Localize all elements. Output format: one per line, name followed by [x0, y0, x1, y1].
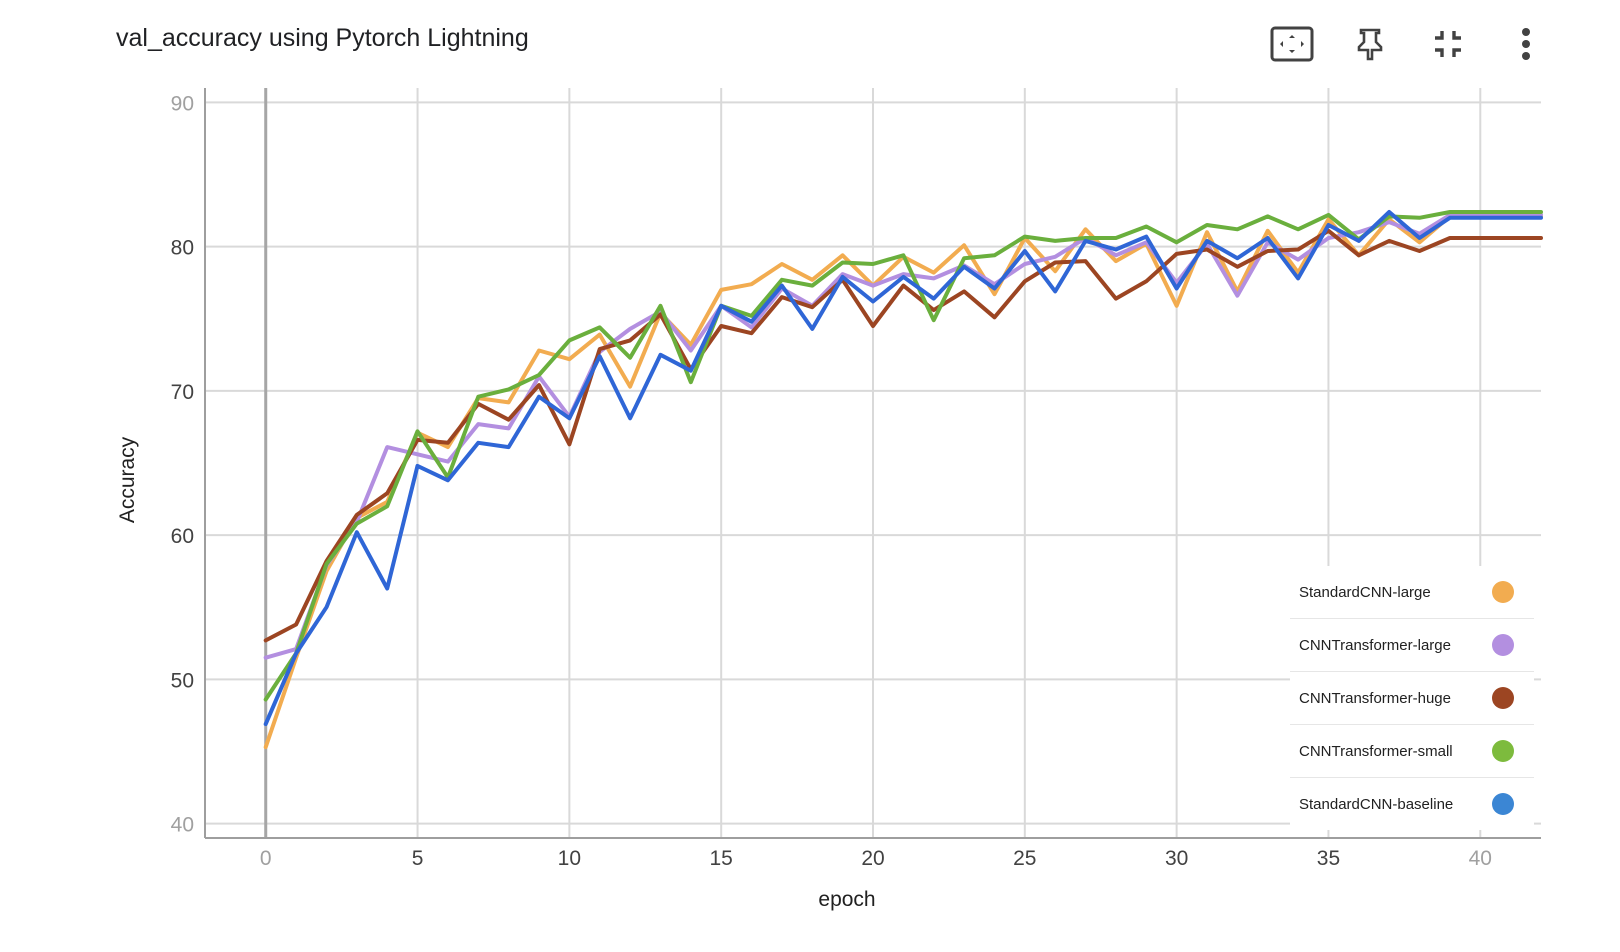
x-tick-label: 10	[558, 847, 581, 870]
collapse-button[interactable]	[1424, 22, 1472, 66]
chart-title: val_accuracy using Pytorch Lightning	[116, 24, 529, 52]
legend: StandardCNN-large CNNTransformer-large C…	[1290, 566, 1534, 830]
y-tick-label: 60	[171, 525, 194, 548]
series-line-cnntransformer-large	[263, 212, 1543, 660]
y-tick-label: 80	[171, 237, 194, 260]
y-axis-label: Accuracy	[116, 436, 139, 523]
series-line-cnntransformer-huge	[263, 228, 1543, 643]
legend-label: CNNTransformer-huge	[1299, 689, 1451, 707]
pin-icon	[1357, 28, 1383, 61]
legend-label: CNNTransformer-small	[1299, 742, 1453, 760]
chart-toolbar	[1260, 22, 1560, 66]
y-tick-label: 50	[171, 669, 194, 692]
x-tick-label: 15	[710, 847, 733, 870]
x-tick-label: 0	[260, 847, 272, 870]
y-tick-label: 40	[171, 814, 194, 837]
x-tick-label: 35	[1317, 847, 1340, 870]
y-tick-label: 90	[171, 92, 194, 115]
x-tick-label: 20	[861, 847, 884, 870]
x-tick-label: 25	[1013, 847, 1036, 870]
y-tick-label: 70	[171, 381, 194, 404]
legend-item-cnntransformer-small[interactable]: CNNTransformer-small	[1290, 725, 1534, 778]
legend-item-standardcnn-baseline[interactable]: StandardCNN-baseline	[1290, 778, 1534, 830]
legend-item-cnntransformer-huge[interactable]: CNNTransformer-huge	[1290, 672, 1534, 725]
fit-screen-button[interactable]	[1268, 22, 1316, 66]
legend-swatch	[1492, 581, 1514, 603]
legend-item-standardcnn-large[interactable]: StandardCNN-large	[1290, 566, 1534, 619]
more-options-button[interactable]	[1502, 22, 1550, 66]
legend-swatch	[1492, 687, 1514, 709]
legend-item-cnntransformer-large[interactable]: CNNTransformer-large	[1290, 619, 1534, 672]
more-vert-icon	[1522, 28, 1530, 60]
fit-screen-icon	[1270, 26, 1314, 62]
collapse-icon	[1435, 31, 1461, 57]
series-line-cnntransformer-small	[263, 210, 1543, 702]
legend-swatch	[1492, 793, 1514, 815]
x-tick-label: 5	[412, 847, 424, 870]
legend-label: CNNTransformer-large	[1299, 636, 1451, 654]
series-line-standardcnn-baseline	[263, 210, 1543, 727]
pin-button[interactable]	[1346, 22, 1394, 66]
legend-label: StandardCNN-large	[1299, 583, 1431, 601]
x-axis-label: epoch	[818, 888, 875, 911]
legend-swatch	[1492, 634, 1514, 656]
legend-label: StandardCNN-baseline	[1299, 795, 1454, 813]
legend-swatch	[1492, 740, 1514, 762]
x-tick-label: 40	[1469, 847, 1492, 870]
x-tick-label: 30	[1165, 847, 1188, 870]
